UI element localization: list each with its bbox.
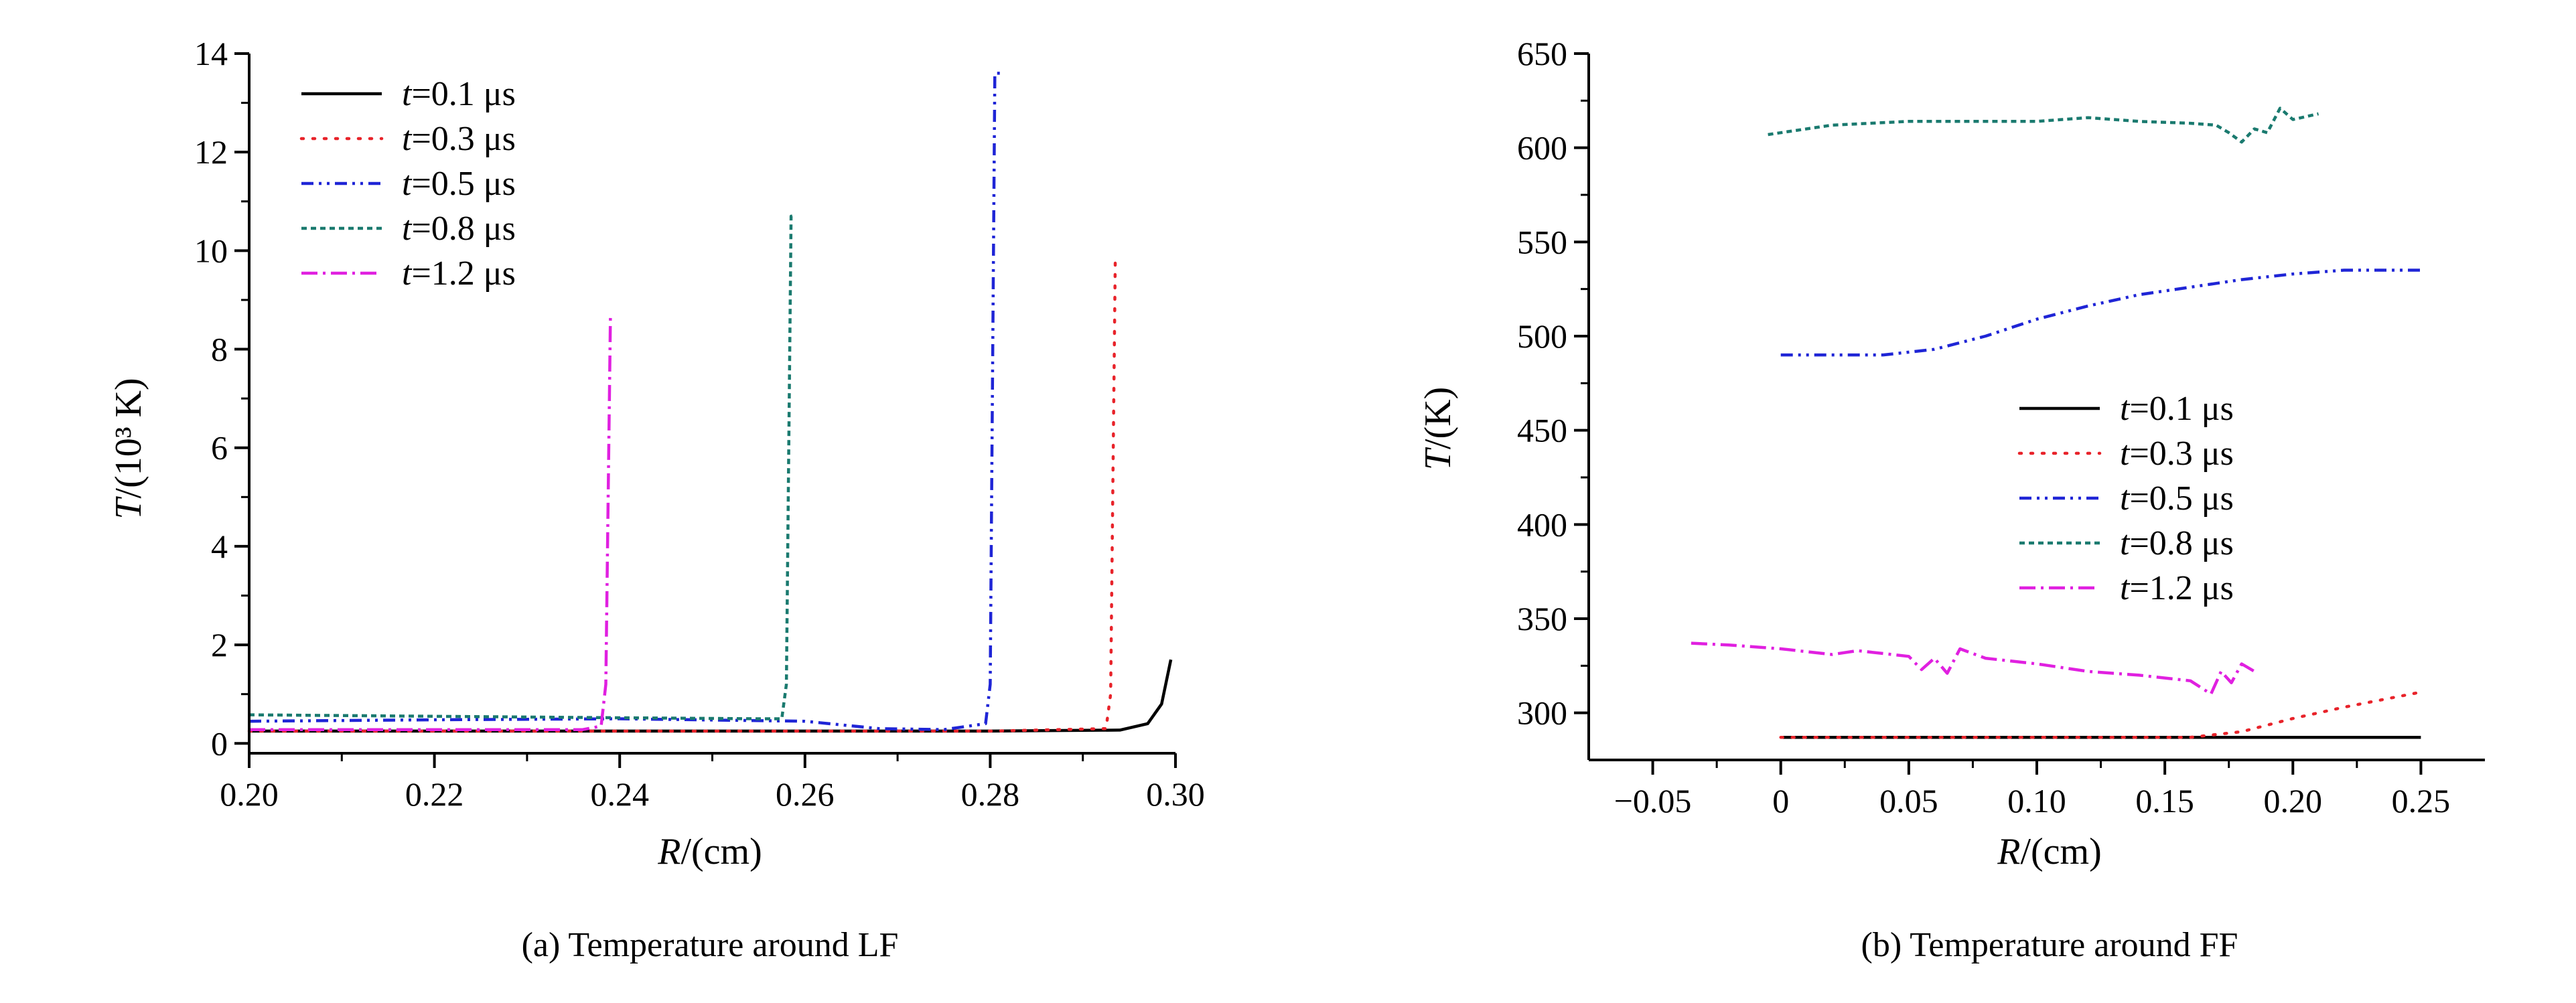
y-tick-label: 2 — [211, 626, 228, 664]
x-tick-label: 0.05 — [1879, 782, 1938, 820]
y-axis-title: T/(K) — [1417, 387, 1459, 470]
x-tick-label: 0.15 — [2135, 782, 2194, 820]
series-line — [247, 258, 1120, 733]
legend: t=0.1 μs t=0.3 μs t=0.5 μs t=0.8 μs t=1.2 μs — [299, 75, 516, 293]
x-tick-label: 0.22 — [405, 775, 464, 813]
series-lines — [247, 72, 1173, 733]
x-axis-title: R/(cm) — [657, 831, 762, 872]
axes — [248, 54, 1175, 755]
y-tick-label: 650 — [1517, 35, 1567, 72]
legend-label: t=0.1 μs — [402, 75, 516, 113]
series-line — [1768, 106, 2319, 144]
y-tick-label: 600 — [1517, 129, 1567, 167]
legend-label: t=0.5 μs — [402, 165, 516, 203]
series-line — [1691, 641, 2256, 696]
legend-label: t=0.8 μs — [2120, 524, 2234, 562]
y-tick-label: 450 — [1517, 412, 1567, 449]
panel-left-chart: 0.20 0.22 0.24 0.26 0.28 0.30 0 2 4 6 8 10 12 14 t=0.… — [108, 35, 1205, 964]
x-tick-label: −0.05 — [1614, 782, 1692, 820]
legend-label: t=0.3 μs — [402, 120, 516, 158]
series-line — [249, 314, 612, 731]
y-tick-label: 350 — [1517, 600, 1567, 637]
x-tick-label: 0.25 — [2392, 782, 2451, 820]
ticks: −0.05 0 0.05 0.10 0.15 0.20 0.25 300 350 400 450 50… — [1517, 35, 2450, 820]
legend-label: t=0.1 μs — [2120, 390, 2234, 428]
x-tick-label: 0.10 — [2007, 782, 2066, 820]
legend-label: t=0.3 μs — [2120, 435, 2234, 473]
x-tick-label: 0.30 — [1146, 775, 1205, 813]
series-line — [1779, 690, 2423, 739]
y-tick-label: 550 — [1517, 223, 1567, 260]
series-line — [248, 214, 796, 720]
y-tick-label: 300 — [1517, 694, 1567, 732]
y-tick-label: 4 — [211, 528, 228, 565]
x-tick-label: 0.20 — [220, 775, 279, 813]
legend-label: t=0.8 μs — [402, 210, 516, 248]
y-tick-label: 400 — [1517, 506, 1567, 543]
x-axis-title: R/(cm) — [1997, 831, 2102, 872]
series-line — [248, 72, 1001, 731]
legend-label: t=0.5 μs — [2120, 479, 2234, 518]
x-tick-label: 0.24 — [590, 775, 649, 813]
x-tick-label: 0 — [1772, 782, 1789, 820]
y-tick-label: 10 — [194, 232, 228, 269]
y-tick-label: 8 — [211, 331, 228, 368]
ticks: 0.20 0.22 0.24 0.26 0.28 0.30 0 2 4 6 8 10 12 14 — [194, 35, 1205, 813]
x-tick-label: 0.20 — [2264, 782, 2323, 820]
series-lines — [1691, 106, 2423, 739]
y-tick-label: 14 — [194, 35, 228, 72]
legend-label: t=1.2 μs — [402, 254, 516, 293]
figure-caption: (b) Temperature around FF — [1861, 926, 2238, 964]
y-tick-label: 12 — [194, 133, 228, 171]
legend: t=0.1 μs t=0.3 μs t=0.5 μs t=0.8 μs t=1.2 μs — [2017, 390, 2234, 607]
legend-label: t=1.2 μs — [2120, 569, 2234, 607]
y-axis-title: T/(10³ K) — [108, 378, 149, 519]
series-line — [1780, 268, 2421, 357]
figure-caption: (a) Temperature around LF — [522, 926, 899, 964]
y-tick-label: 500 — [1517, 317, 1567, 355]
y-tick-label: 0 — [211, 724, 228, 762]
x-tick-label: 0.28 — [961, 775, 1020, 813]
x-tick-label: 0.26 — [776, 775, 835, 813]
y-tick-label: 6 — [211, 429, 228, 467]
panel-right-chart: −0.05 0 0.05 0.10 0.15 0.20 0.25 300 350 400 450 50… — [1417, 35, 2485, 964]
axes — [1587, 54, 2485, 761]
